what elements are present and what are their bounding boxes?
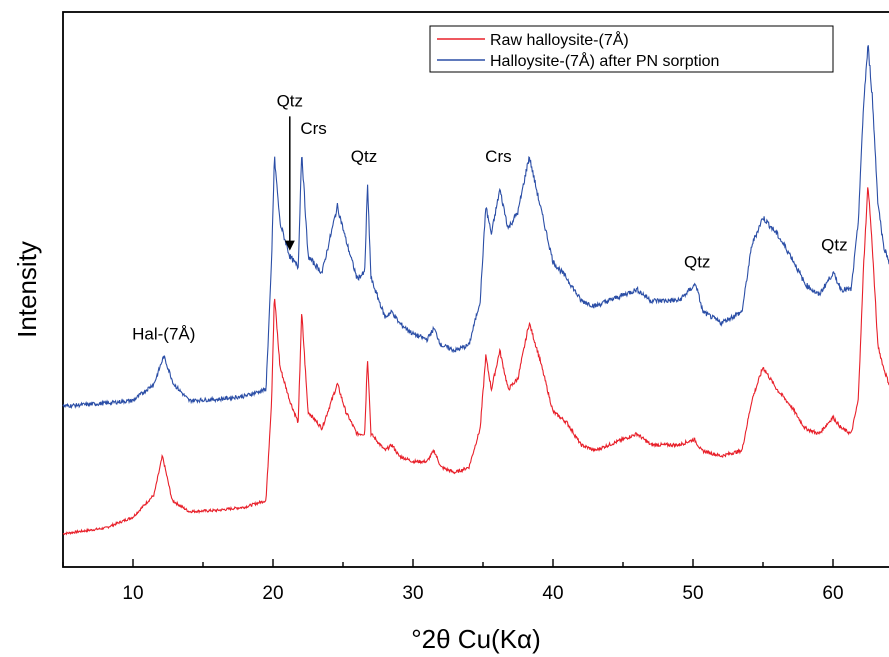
x-tick-label: 60 bbox=[822, 583, 843, 604]
peak-annotation: Crs bbox=[485, 147, 511, 166]
series-layer bbox=[62, 45, 889, 536]
x-tick-label: 50 bbox=[682, 583, 703, 604]
peak-annotation: Qtz bbox=[821, 236, 847, 255]
series-raw-halloysite bbox=[62, 187, 889, 536]
x-tick-label: 40 bbox=[542, 583, 563, 604]
series-after-pn-sorption bbox=[62, 45, 889, 410]
y-axis-title: Intensity bbox=[12, 241, 42, 338]
annotation-arrow-head bbox=[284, 240, 295, 251]
legend-label-after-sorption: Halloysite-(7Å) after PN sorption bbox=[490, 51, 719, 70]
plot-frame bbox=[62, 11, 889, 568]
x-axis: 10 20 30 40 50 60 bbox=[62, 559, 844, 604]
x-tick-label: 20 bbox=[262, 583, 283, 604]
peak-annotation: Qtz bbox=[351, 147, 377, 166]
x-axis-title: °2θ Cu(Kα) bbox=[411, 624, 540, 654]
legend: Raw halloysite-(7Å) Halloysite-(7Å) afte… bbox=[429, 25, 834, 73]
legend-box bbox=[429, 25, 834, 73]
annotation-layer: Hal-(7Å) Qtz Crs Qtz Crs Qtz Qtz bbox=[132, 91, 847, 343]
peak-annotation: Hal-(7Å) bbox=[132, 324, 195, 343]
x-tick-label: 30 bbox=[402, 583, 423, 604]
peak-annotation: Qtz bbox=[684, 252, 710, 271]
legend-label-raw: Raw halloysite-(7Å) bbox=[490, 30, 629, 49]
peak-annotation: Crs bbox=[300, 119, 326, 138]
peak-annotation: Qtz bbox=[277, 91, 303, 110]
x-tick-label: 10 bbox=[122, 583, 143, 604]
